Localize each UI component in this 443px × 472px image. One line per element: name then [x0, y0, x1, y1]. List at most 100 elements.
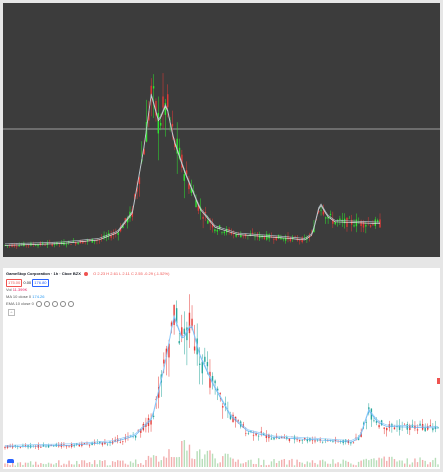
candle-body	[329, 213, 332, 216]
volume-bar	[178, 456, 180, 467]
source-icon[interactable]	[52, 301, 59, 307]
pane-separator[interactable]	[0, 257, 443, 268]
candle-body	[70, 244, 72, 245]
candle-body	[247, 433, 250, 434]
candle-body	[378, 425, 380, 428]
candle-body	[86, 239, 89, 242]
top-candlestick-chart[interactable]	[3, 3, 440, 257]
candle-body	[365, 422, 367, 423]
volume-bar	[24, 462, 27, 467]
candle-body	[322, 211, 325, 215]
candle-body	[260, 431, 262, 433]
volume-bar	[193, 459, 196, 467]
candle-body	[197, 203, 200, 211]
symbol-title[interactable]: GameStop Corporation · 1h · Cboe BZX	[6, 271, 81, 276]
tradingview-logo-icon[interactable]	[7, 459, 14, 463]
volume-bar	[373, 458, 375, 467]
volume-bar	[362, 459, 365, 467]
candle-body	[178, 341, 180, 344]
candle-body	[327, 440, 329, 442]
candle-body	[224, 403, 227, 406]
volume-bar	[427, 464, 429, 467]
candle-body	[421, 424, 424, 430]
bottom-chart-pane[interactable]: GameStop Corporation · 1h · Cboe BZX O 2…	[3, 268, 440, 469]
candle-body	[216, 388, 219, 391]
candle-body	[76, 443, 78, 445]
candle-body	[249, 234, 251, 236]
candle-body	[175, 308, 178, 324]
volume-bar	[111, 461, 114, 467]
volume-bar	[168, 449, 170, 467]
candle-body	[219, 392, 221, 394]
candle-body	[136, 187, 138, 192]
candle-body	[365, 224, 367, 227]
candle-body	[140, 429, 142, 433]
indicator-volume[interactable]: Vol 11.399K	[6, 287, 27, 293]
candle-body	[201, 361, 203, 374]
bottom-candlestick-chart[interactable]	[3, 268, 440, 469]
volume-value: 11.399K	[12, 287, 28, 292]
candle-body	[416, 429, 419, 431]
sell-price-tag[interactable]: 175.00	[6, 279, 23, 287]
ma-label: MA 10 close 0	[6, 294, 32, 299]
volume-bar	[73, 464, 75, 467]
volume-bar	[421, 459, 424, 467]
settings-icon[interactable]	[44, 301, 51, 307]
candle-body	[77, 242, 79, 244]
candle-body	[289, 237, 292, 242]
volume-bar	[147, 455, 150, 467]
candle-body	[14, 445, 16, 447]
candle-body	[256, 233, 259, 237]
top-chart-pane[interactable]	[3, 3, 440, 257]
candle-body	[93, 241, 96, 242]
volume-bar	[152, 455, 155, 467]
close-icon[interactable]	[60, 301, 67, 307]
chart-legend-title: GameStop Corporation · 1h · Cboe BZX O 2…	[6, 271, 169, 277]
volume-bar	[242, 463, 244, 467]
volume-bar	[191, 458, 193, 467]
volume-bar	[229, 457, 232, 467]
volume-bar	[368, 460, 370, 467]
status-dot-icon	[84, 271, 89, 276]
more-icon[interactable]	[68, 301, 75, 307]
volume-bar	[175, 457, 178, 467]
candle-body	[55, 444, 57, 447]
candle-body	[27, 245, 30, 246]
candle-body	[9, 445, 11, 447]
candle-body	[293, 436, 296, 440]
candle-body	[96, 240, 98, 242]
candle-body	[162, 96, 164, 108]
candle-body	[83, 442, 86, 445]
volume-bar	[260, 465, 262, 467]
candle-body	[301, 440, 303, 441]
candle-body	[137, 429, 139, 431]
collapse-legend-button[interactable]: ^	[8, 309, 15, 316]
candle-body	[240, 235, 242, 238]
candle-body	[165, 348, 168, 358]
volume-bar	[145, 459, 147, 467]
candle-body	[202, 216, 204, 219]
volume-bar	[419, 457, 421, 467]
volume-bar	[183, 440, 186, 467]
candle-body	[294, 236, 296, 238]
candle-body	[191, 318, 193, 329]
candle-body	[275, 436, 278, 438]
volume-bar	[409, 464, 411, 467]
eye-icon[interactable]	[35, 301, 42, 307]
volume-bar	[370, 458, 373, 467]
volume-bar	[70, 464, 73, 467]
candle-body	[352, 442, 355, 444]
volume-bar	[391, 456, 393, 467]
candle-body	[104, 442, 106, 445]
volume-bar	[37, 464, 40, 467]
indicator-ma[interactable]: MA 10 close 0 174.26	[6, 294, 44, 300]
candle-body	[176, 138, 178, 154]
volume-bar	[9, 465, 11, 467]
volume-bar	[117, 460, 119, 467]
candle-body	[89, 239, 91, 241]
indicator-ema[interactable]: EMA 10 close 0	[6, 301, 75, 307]
buy-price-tag[interactable]: 176.80	[32, 279, 49, 287]
volume-bar	[355, 465, 357, 467]
volume-bar	[434, 457, 437, 467]
candle-body	[403, 424, 406, 426]
